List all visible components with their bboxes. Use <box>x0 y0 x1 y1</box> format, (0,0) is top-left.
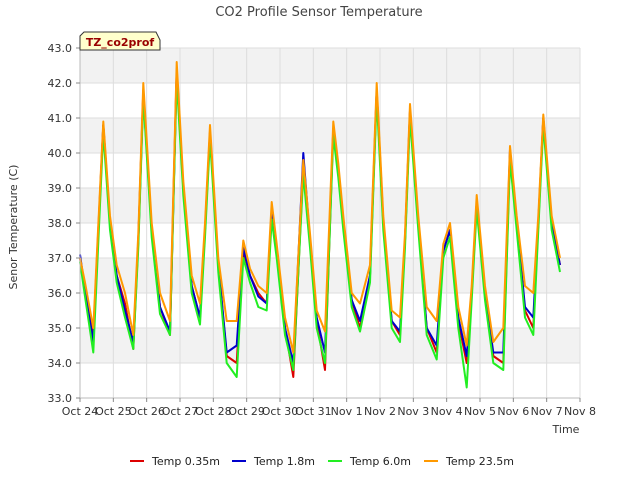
y-axis-label: Senor Temperature (C) <box>7 165 20 290</box>
badge-box <box>79 31 161 51</box>
x-axis-label: Time <box>552 423 580 436</box>
y-tick-label: 43.0 <box>48 42 73 55</box>
x-tick-label: Nov 1 <box>331 405 363 418</box>
legend-label-1: Temp 0.35m <box>151 455 220 468</box>
badge: TZ_co2prof <box>79 31 161 51</box>
y-tick-label: 39.0 <box>48 182 73 195</box>
y-tick-labels: 33.0 34.0 35.0 36.0 37.0 38.0 39.0 40.0 41.0 42.0… <box>48 42 80 405</box>
x-tick-label: Oct 26 <box>128 405 165 418</box>
x-tick-label: Nov 4 <box>431 405 463 418</box>
y-tick-label: 35.0 <box>48 322 73 335</box>
x-tick-label: Oct 27 <box>162 405 199 418</box>
x-tick-label: Nov 6 <box>497 405 529 418</box>
y-tick-label: 37.0 <box>48 252 73 265</box>
y-tick-label: 42.0 <box>48 77 73 90</box>
y-tick-label: 34.0 <box>48 357 73 370</box>
x-tick-label: Oct 25 <box>95 405 132 418</box>
legend: Temp 0.35m Temp 1.8m Temp 6.0m Temp 23.5m <box>130 455 514 468</box>
chart-title: CO2 Profile Sensor Temperature <box>215 5 422 20</box>
series-line-4 <box>79 61 561 354</box>
legend-label-2: Temp 1.8m <box>253 455 315 468</box>
x-tick-label: Oct 28 <box>195 405 232 418</box>
legend-label-4: Temp 23.5m <box>445 455 514 468</box>
plot-band <box>80 48 580 83</box>
x-tick-label: Nov 8 <box>564 405 596 418</box>
x-tick-label: Oct 30 <box>262 405 299 418</box>
badge-label: TZ_co2prof <box>86 36 155 49</box>
x-tick-label: Nov 5 <box>464 405 496 418</box>
legend-label-3: Temp 6.0m <box>349 455 411 468</box>
x-tick-label: Oct 24 <box>62 405 99 418</box>
series-layer <box>79 61 561 389</box>
x-tick-label: Oct 29 <box>228 405 265 418</box>
y-tick-label: 36.0 <box>48 287 73 300</box>
y-tick-label: 41.0 <box>48 112 73 125</box>
x-tick-label: Nov 7 <box>531 405 563 418</box>
series-line-3 <box>79 78 561 389</box>
x-tick-label: Nov 2 <box>364 405 396 418</box>
plot-band <box>80 118 580 153</box>
y-tick-label: 33.0 <box>48 392 73 405</box>
y-tick-label: 40.0 <box>48 147 73 160</box>
x-tick-label: Oct 31 <box>295 405 332 418</box>
x-tick-label: Nov 3 <box>397 405 429 418</box>
plot-band <box>80 258 580 293</box>
y-tick-label: 38.0 <box>48 217 73 230</box>
